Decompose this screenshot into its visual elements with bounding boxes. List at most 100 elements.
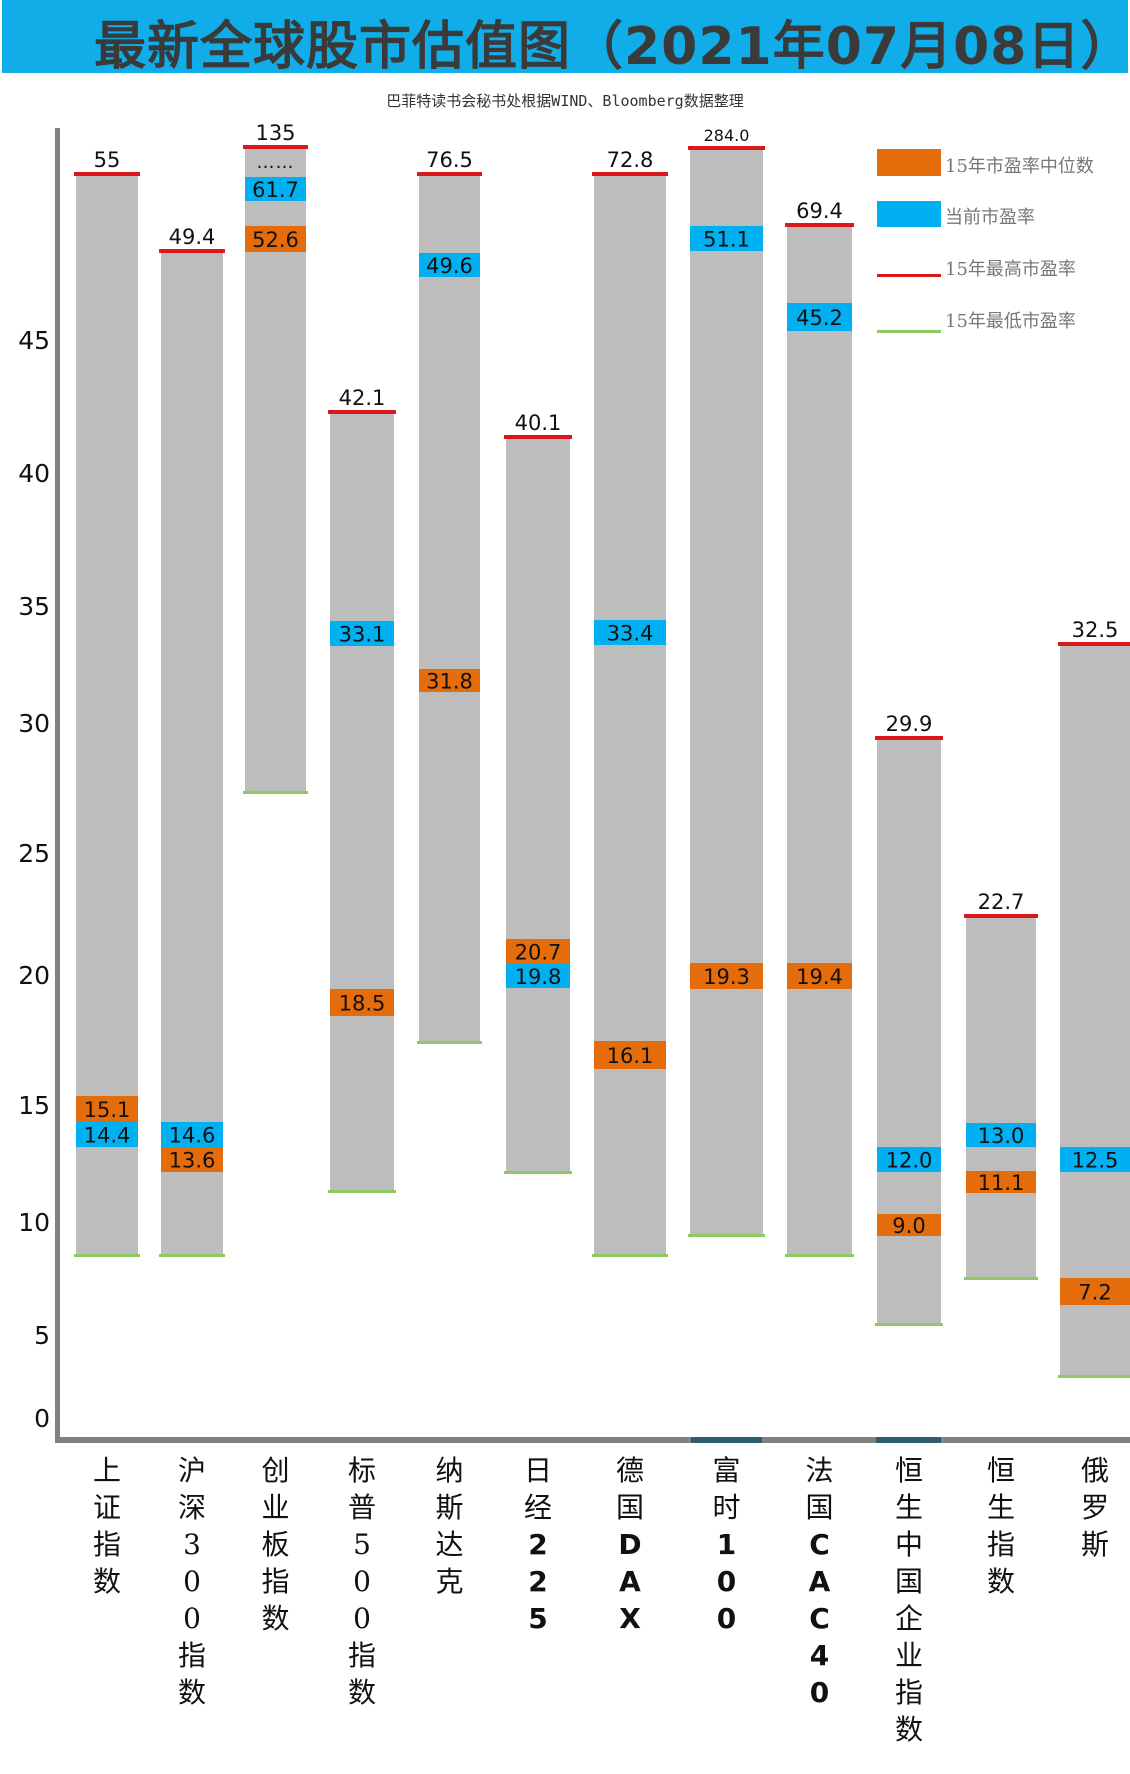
max-pe-label: 76.5	[426, 148, 473, 172]
x-category-char: 克	[435, 1565, 464, 1598]
x-category-char: 沪	[177, 1454, 206, 1487]
median-pe-box	[330, 989, 394, 1016]
x-category-char: 0	[183, 1602, 201, 1635]
median-pe-label: 7.2	[1078, 1281, 1111, 1305]
current-pe-label: 12.5	[1072, 1149, 1119, 1173]
x-category-char: 指	[986, 1528, 1015, 1561]
max-pe-line	[964, 914, 1038, 918]
x-category-char: 0	[183, 1565, 201, 1598]
legend-min-swatch	[877, 330, 941, 333]
x-category-char: C	[809, 1602, 830, 1635]
max-pe-label: 29.9	[886, 712, 933, 736]
max-pe-label: 55	[94, 148, 121, 172]
max-pe-line	[74, 172, 140, 176]
max-pe-line	[592, 172, 668, 176]
x-category-char: 创	[261, 1454, 290, 1487]
min-pe-line	[243, 791, 308, 794]
current-pe-label: 13.0	[978, 1124, 1025, 1148]
y-axis-line	[55, 128, 60, 1442]
x-category-char: 生	[894, 1491, 923, 1524]
legend-label: 15年最低市盈率	[945, 311, 1076, 332]
x-category-char: 5	[528, 1602, 548, 1635]
x-category-char: 中	[894, 1528, 923, 1561]
median-pe-box	[76, 1096, 138, 1122]
current-pe-label: 12.0	[886, 1149, 933, 1173]
x-category-char: 0	[809, 1676, 830, 1709]
x-category-char: 数	[986, 1565, 1015, 1598]
min-pe-line	[1058, 1375, 1130, 1378]
x-category-char: 数	[261, 1602, 290, 1635]
max-pe-line	[243, 145, 308, 149]
median-pe-box	[690, 963, 763, 989]
min-pe-line	[785, 1254, 854, 1257]
y-tick-label: 20	[18, 961, 50, 990]
median-pe-label: 9.0	[892, 1214, 925, 1238]
pe-range-bar	[330, 413, 394, 1191]
max-pe-label: 49.4	[169, 225, 216, 249]
max-pe-label: 72.8	[607, 148, 654, 172]
max-pe-label: 22.7	[978, 890, 1025, 914]
x-category-char: 1	[716, 1528, 737, 1561]
min-pe-line	[592, 1254, 668, 1257]
x-category-char: 数	[894, 1713, 923, 1746]
x-category-char: 罗	[1080, 1491, 1109, 1524]
x-category-label: 沪深 3 0 0 指数	[172, 1452, 212, 1711]
max-pe-label: 135	[255, 121, 295, 145]
median-pe-label: 19.4	[796, 965, 843, 989]
max-pe-line	[328, 410, 396, 414]
current-pe-box	[787, 303, 852, 331]
median-pe-box	[1060, 1278, 1130, 1305]
max-pe-label: 42.1	[339, 386, 386, 410]
min-pe-line	[688, 1234, 765, 1237]
median-pe-box	[506, 939, 570, 964]
axis-artifact	[876, 1437, 941, 1443]
x-category-char: 日	[523, 1454, 552, 1487]
x-category-char: 斯	[435, 1491, 464, 1524]
min-pe-line	[417, 1041, 482, 1044]
median-pe-box	[161, 1147, 223, 1172]
title-banner: 最新全球股市估值图（2021年07月08日）	[2, 0, 1130, 77]
x-category-label: 俄罗斯	[1075, 1452, 1115, 1563]
x-category-char: 德	[615, 1454, 644, 1487]
x-category-char: 国	[615, 1491, 644, 1524]
legend-label: 15年最高市盈率	[945, 259, 1076, 280]
x-category-char: 达	[435, 1528, 464, 1561]
median-pe-label: 13.6	[169, 1149, 216, 1173]
current-pe-box	[594, 620, 666, 645]
current-pe-label: 14.4	[84, 1124, 131, 1148]
current-pe-label: 49.6	[426, 254, 473, 278]
median-pe-label: 15.1	[84, 1098, 131, 1122]
median-pe-label: 19.3	[703, 965, 750, 989]
x-category-char: 0	[716, 1602, 737, 1635]
pe-range-bar	[161, 252, 223, 1255]
median-pe-box	[594, 1041, 666, 1069]
max-pe-label: 32.5	[1072, 618, 1119, 642]
x-category-char: 业	[894, 1639, 923, 1672]
x-category-char: 2	[528, 1528, 548, 1561]
current-pe-label: 51.1	[703, 228, 750, 252]
x-category-char: 指	[261, 1565, 290, 1598]
x-axis-line	[55, 1437, 1130, 1443]
current-pe-box	[966, 1123, 1036, 1147]
min-pe-line	[328, 1190, 396, 1193]
x-category-label: 上证指数	[87, 1452, 127, 1600]
x-category-char: 3	[183, 1528, 201, 1561]
median-pe-box	[877, 1214, 941, 1236]
x-category-char: 指	[177, 1639, 206, 1672]
median-pe-label: 16.1	[607, 1044, 654, 1068]
current-pe-box	[161, 1122, 223, 1147]
x-category-char: 俄	[1080, 1454, 1109, 1487]
axis-artifact	[691, 1437, 762, 1443]
median-pe-box	[787, 963, 852, 989]
x-category-char: 数	[347, 1676, 376, 1709]
x-category-label: 纳斯达克	[430, 1452, 470, 1600]
legend-median-swatch	[877, 149, 941, 176]
pe-range-bar	[594, 175, 666, 1255]
pe-range-bar	[419, 175, 480, 1042]
legend-label: 15年市盈率中位数	[945, 156, 1094, 177]
max-pe-line	[159, 249, 225, 253]
current-pe-box	[76, 1122, 138, 1147]
x-category-char: 上	[92, 1454, 121, 1487]
